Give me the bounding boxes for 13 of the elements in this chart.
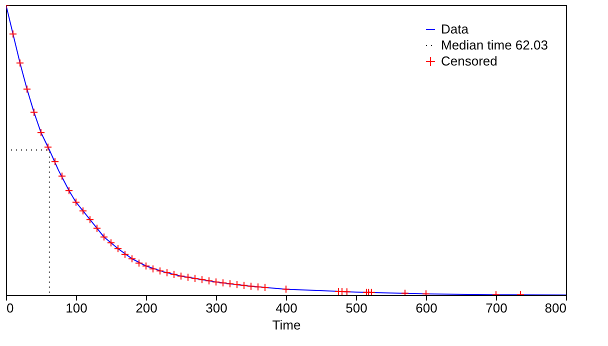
legend-label: Median time 62.03: [441, 38, 548, 52]
x-tick-label: 200: [136, 300, 158, 316]
x-tick-label: 0: [6, 300, 14, 316]
x-tick-label: 500: [346, 300, 368, 316]
legend-label: Censored: [441, 54, 498, 68]
x-tick-label: 600: [416, 300, 438, 316]
x-tick-label: 400: [276, 300, 298, 316]
x-tick-label: 300: [206, 300, 228, 316]
x-axis-title: Time: [272, 318, 301, 332]
x-tick-label: 100: [66, 300, 88, 316]
legend-label: Data: [441, 22, 470, 36]
x-tick-label: 700: [486, 300, 508, 316]
x-tick-label: 800: [544, 300, 566, 316]
